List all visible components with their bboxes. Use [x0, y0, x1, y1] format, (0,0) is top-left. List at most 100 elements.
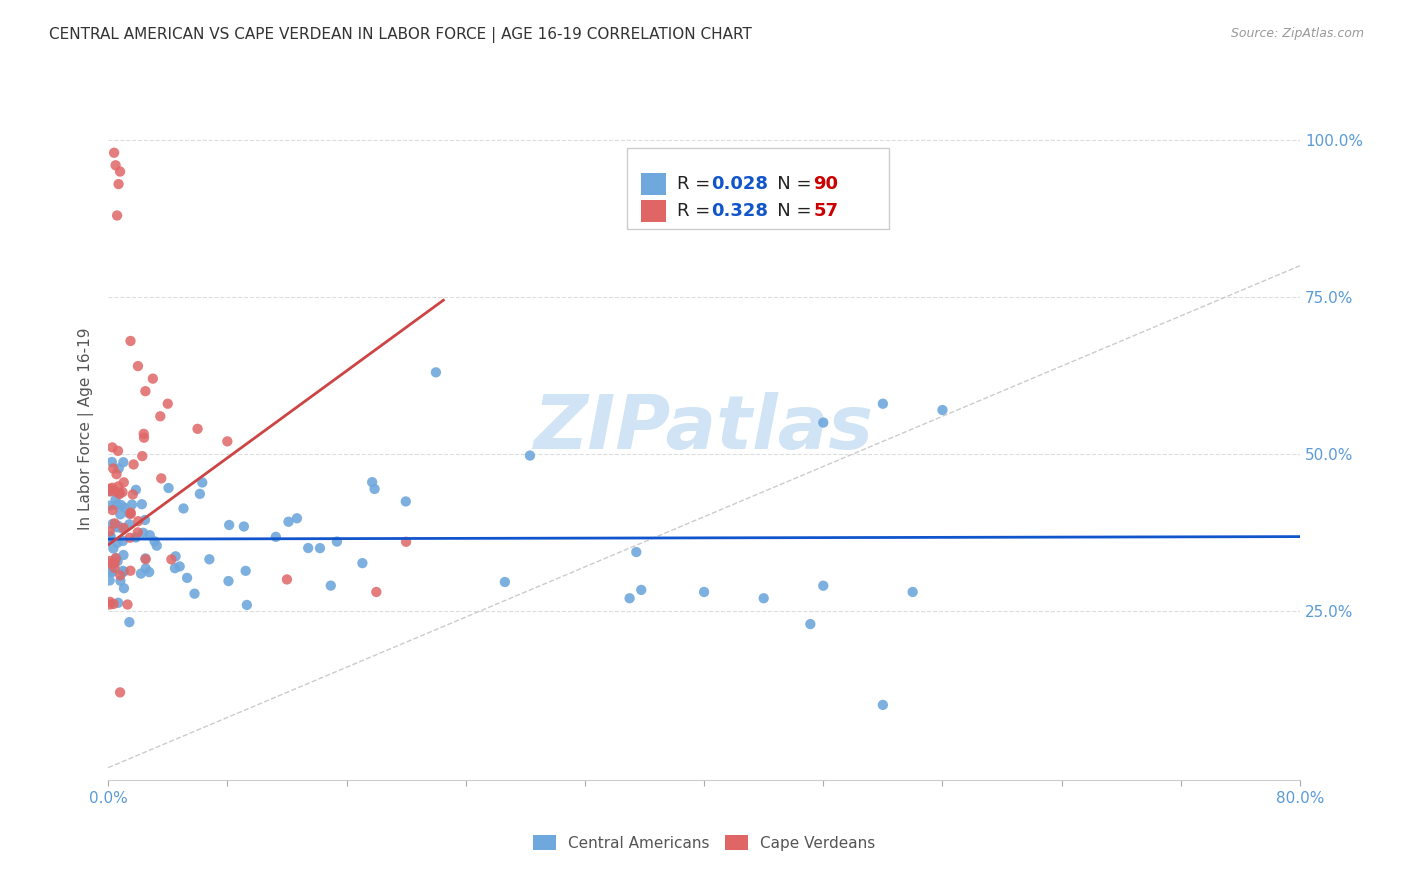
Point [630, 582, 652, 597]
Point [693, 585, 716, 599]
Point [425, 365, 447, 379]
Point [131, 449, 153, 463]
Point [104, 484, 127, 499]
Point [104, 158, 127, 172]
Point [132, 431, 155, 445]
Point [813, 579, 835, 593]
Point [98, 499, 121, 513]
Point [125, 531, 148, 545]
Point [108, 164, 131, 178]
Point [107, 535, 129, 549]
Point [110, 508, 132, 522]
Point [395, 534, 418, 549]
Point [165, 549, 187, 564]
Point [276, 573, 298, 587]
Point [110, 568, 132, 582]
Point [104, 516, 127, 531]
Point [366, 585, 388, 599]
Text: Source: ZipAtlas.com: Source: ZipAtlas.com [1230, 27, 1364, 40]
Point [105, 551, 128, 566]
Point [145, 539, 167, 553]
Point [494, 574, 516, 589]
Point [752, 591, 775, 606]
Point [98, 482, 121, 496]
Point [101, 481, 124, 495]
Text: 57: 57 [814, 202, 838, 219]
Point [142, 371, 165, 385]
Point [326, 534, 349, 549]
Point [120, 564, 142, 578]
Point [103, 597, 125, 611]
Point [519, 449, 541, 463]
Point [110, 498, 132, 512]
Point [101, 516, 124, 531]
Point [107, 518, 129, 533]
Point [112, 581, 135, 595]
Point [98, 557, 121, 571]
Point [98, 484, 121, 499]
Point [118, 517, 141, 532]
Point [361, 475, 384, 490]
Point [156, 397, 179, 411]
Text: 0.328: 0.328 [711, 202, 768, 219]
Legend: Central Americans, Cape Verdeans: Central Americans, Cape Verdeans [527, 829, 882, 857]
Point [236, 598, 259, 612]
Point [127, 359, 149, 373]
Point [626, 545, 648, 559]
Point [132, 426, 155, 441]
Point [120, 334, 142, 348]
Point [187, 422, 209, 436]
Point [150, 471, 173, 485]
Point [134, 384, 156, 399]
Text: R =: R = [678, 202, 716, 219]
Point [160, 552, 183, 566]
Point [125, 483, 148, 497]
Point [98, 533, 121, 547]
Point [98, 595, 121, 609]
Point [104, 561, 127, 575]
Text: R =: R = [678, 175, 716, 193]
Point [103, 541, 125, 556]
Point [127, 525, 149, 540]
Point [132, 525, 155, 540]
Point [112, 455, 135, 469]
Point [139, 528, 162, 542]
Point [188, 487, 211, 501]
Point [131, 497, 153, 511]
Point [799, 617, 821, 632]
Point [101, 558, 124, 572]
Point [112, 565, 135, 579]
Point [107, 554, 129, 568]
Point [277, 515, 299, 529]
Point [218, 574, 240, 588]
Point [107, 596, 129, 610]
Text: N =: N = [761, 175, 817, 193]
Point [118, 506, 141, 520]
Text: 0.028: 0.028 [711, 175, 768, 193]
Point [157, 481, 180, 495]
Point [112, 500, 135, 515]
Point [100, 529, 122, 543]
Point [101, 455, 124, 469]
Point [129, 566, 152, 581]
Text: 90: 90 [814, 175, 838, 193]
Point [134, 551, 156, 566]
Point [191, 475, 214, 490]
Point [120, 507, 142, 521]
Y-axis label: In Labor Force | Age 16-19: In Labor Force | Age 16-19 [79, 327, 94, 530]
Point [352, 556, 374, 570]
Point [901, 585, 924, 599]
Point [107, 443, 129, 458]
Point [813, 416, 835, 430]
Point [117, 598, 139, 612]
Point [104, 492, 127, 507]
Point [121, 487, 143, 501]
Point [135, 552, 157, 566]
Point [98, 524, 121, 539]
Point [872, 397, 894, 411]
Point [112, 521, 135, 535]
Point [118, 531, 141, 545]
Point [218, 518, 240, 533]
Point [112, 548, 135, 562]
Point [100, 565, 122, 579]
